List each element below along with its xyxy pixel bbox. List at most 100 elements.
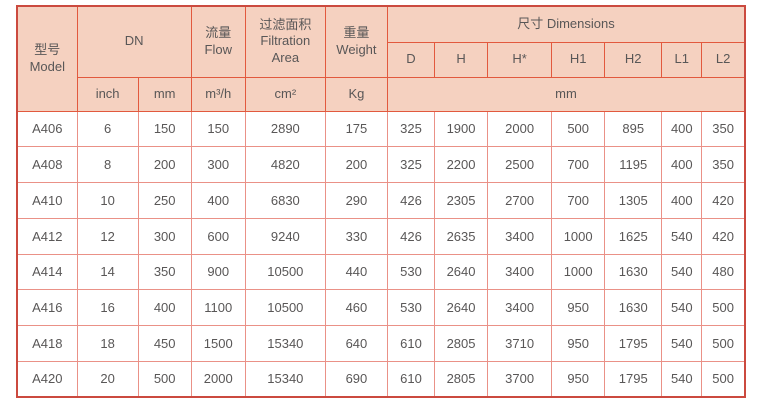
- cell-dim-h1: 950: [551, 289, 606, 326]
- cell-dim-l2: 500: [701, 289, 746, 326]
- cell-weight-kg: 690: [324, 360, 388, 398]
- cell-dn-mm: 300: [137, 217, 192, 255]
- table-body: A406 6 150 150 2890 175 325 1900 2000 500 895 400 35…: [16, 110, 746, 398]
- cell-filtration-cm2: 6830: [244, 182, 326, 219]
- cell-dim-h2: 1630: [604, 289, 663, 326]
- cell-dim-d: 426: [386, 217, 436, 255]
- cell-filtration-cm2: 4820: [244, 146, 326, 183]
- cell-dn-inch: 16: [76, 289, 139, 326]
- cell-weight-kg: 440: [324, 253, 388, 291]
- cell-model: A414: [16, 253, 78, 291]
- cell-dn-mm: 150: [137, 110, 192, 148]
- header-filtration-area: 过滤面积 Filtration Area: [244, 5, 326, 78]
- cell-flow-m3h: 400: [190, 182, 246, 219]
- cell-filtration-cm2: 15340: [244, 325, 326, 362]
- header-dimensions: 尺寸 Dimensions: [386, 5, 746, 43]
- cell-dim-h1: 700: [551, 146, 606, 183]
- table-row: A420 20 500 2000 15340 690 610 2805 3700 950 1795 5…: [16, 360, 746, 398]
- cell-weight-kg: 175: [324, 110, 388, 148]
- header-flow: 流量 Flow: [190, 5, 246, 78]
- cell-weight-kg: 290: [324, 182, 388, 219]
- cell-dim-h-star: 2500: [487, 146, 553, 183]
- cell-dim-d: 426: [386, 182, 436, 219]
- cell-filtration-cm2: 10500: [244, 253, 326, 291]
- cell-model: A412: [16, 217, 78, 255]
- cell-dim-h: 2640: [433, 253, 489, 291]
- cell-flow-m3h: 300: [190, 146, 246, 183]
- cell-dim-h1: 700: [551, 182, 606, 219]
- cell-dim-h2: 1630: [604, 253, 663, 291]
- cell-dim-h: 2805: [433, 325, 489, 362]
- cell-dim-h-star: 3400: [487, 217, 553, 255]
- cell-filtration-cm2: 15340: [244, 360, 326, 398]
- cell-dim-l2: 350: [701, 146, 746, 183]
- cell-dim-h: 2200: [433, 146, 489, 183]
- cell-dim-l1: 540: [661, 289, 703, 326]
- header-row-2: D H H* H1 H2 L1 L2: [17, 41, 746, 78]
- cell-dn-inch: 6: [76, 110, 139, 148]
- cell-model: A408: [16, 146, 78, 183]
- cell-dim-h2: 1195: [604, 146, 663, 183]
- cell-dim-h1: 950: [551, 360, 606, 398]
- cell-dim-l1: 540: [661, 360, 703, 398]
- header-unit-weight: Kg: [324, 76, 388, 112]
- cell-model: A410: [16, 182, 78, 219]
- cell-weight-kg: 330: [324, 217, 388, 255]
- cell-flow-m3h: 1100: [190, 289, 246, 326]
- cell-dim-h1: 1000: [551, 253, 606, 291]
- header-row-units: inch mm m³/h cm² Kg mm: [17, 76, 746, 112]
- cell-model: A416: [16, 289, 78, 326]
- cell-dim-h2: 1305: [604, 182, 663, 219]
- cell-flow-m3h: 600: [190, 217, 246, 255]
- header-model: 型号 Model: [16, 5, 78, 112]
- header-dim-l1: L1: [661, 41, 703, 78]
- cell-flow-m3h: 2000: [190, 360, 246, 398]
- cell-model: A406: [16, 110, 78, 148]
- table-row: A408 8 200 300 4820 200 325 2200 2500 700 1195 400 3…: [16, 146, 746, 183]
- cell-flow-m3h: 150: [190, 110, 246, 148]
- cell-dim-h-star: 3700: [487, 360, 553, 398]
- cell-dim-h: 2640: [433, 289, 489, 326]
- cell-dn-inch: 10: [76, 182, 139, 219]
- cell-flow-m3h: 1500: [190, 325, 246, 362]
- cell-dim-l1: 540: [661, 253, 703, 291]
- header-row-1: 型号 Model DN 流量 Flow 过滤面积 Filtration Area…: [16, 5, 746, 112]
- cell-dim-l2: 500: [701, 360, 746, 398]
- cell-dn-mm: 200: [137, 146, 192, 183]
- cell-dim-d: 530: [386, 253, 436, 291]
- cell-dn-mm: 250: [137, 182, 192, 219]
- table-header: 型号 Model DN 流量 Flow 过滤面积 Filtration Area…: [16, 5, 746, 112]
- cell-dn-inch: 20: [76, 360, 139, 398]
- cell-dim-h-star: 2700: [487, 182, 553, 219]
- cell-weight-kg: 640: [324, 325, 388, 362]
- cell-dim-l1: 400: [661, 146, 703, 183]
- cell-dim-h1: 950: [551, 325, 606, 362]
- header-dim-d: D: [386, 41, 436, 78]
- cell-dim-h-star: 3400: [487, 289, 553, 326]
- cell-dn-mm: 450: [137, 325, 192, 362]
- cell-dn-mm: 400: [137, 289, 192, 326]
- cell-dim-d: 325: [386, 110, 436, 148]
- table-row: A414 14 350 900 10500 440 530 2640 3400 1000 1630 5…: [16, 253, 746, 291]
- header-dim-l2: L2: [701, 41, 746, 78]
- cell-dim-h-star: 3400: [487, 253, 553, 291]
- cell-model: A420: [16, 360, 78, 398]
- cell-dim-d: 610: [386, 360, 436, 398]
- table-row: A418 18 450 1500 15340 640 610 2805 3710 950 1795 5…: [16, 325, 746, 362]
- header-unit-inch: inch: [76, 76, 139, 112]
- cell-dim-h2: 1625: [604, 217, 663, 255]
- cell-dn-inch: 18: [76, 325, 139, 362]
- header-unit-dims-mm: mm: [386, 76, 746, 112]
- cell-dim-h1: 1000: [551, 217, 606, 255]
- cell-dim-h2: 1795: [604, 325, 663, 362]
- header-dim-h2: H2: [604, 41, 663, 78]
- cell-filtration-cm2: 10500: [244, 289, 326, 326]
- header-dim-h1: H1: [551, 41, 606, 78]
- header-unit-area: cm²: [244, 76, 326, 112]
- cell-dim-l2: 420: [701, 182, 746, 219]
- cell-dn-inch: 12: [76, 217, 139, 255]
- cell-weight-kg: 460: [324, 289, 388, 326]
- cell-dim-l2: 420: [701, 217, 746, 255]
- cell-dim-l2: 480: [701, 253, 746, 291]
